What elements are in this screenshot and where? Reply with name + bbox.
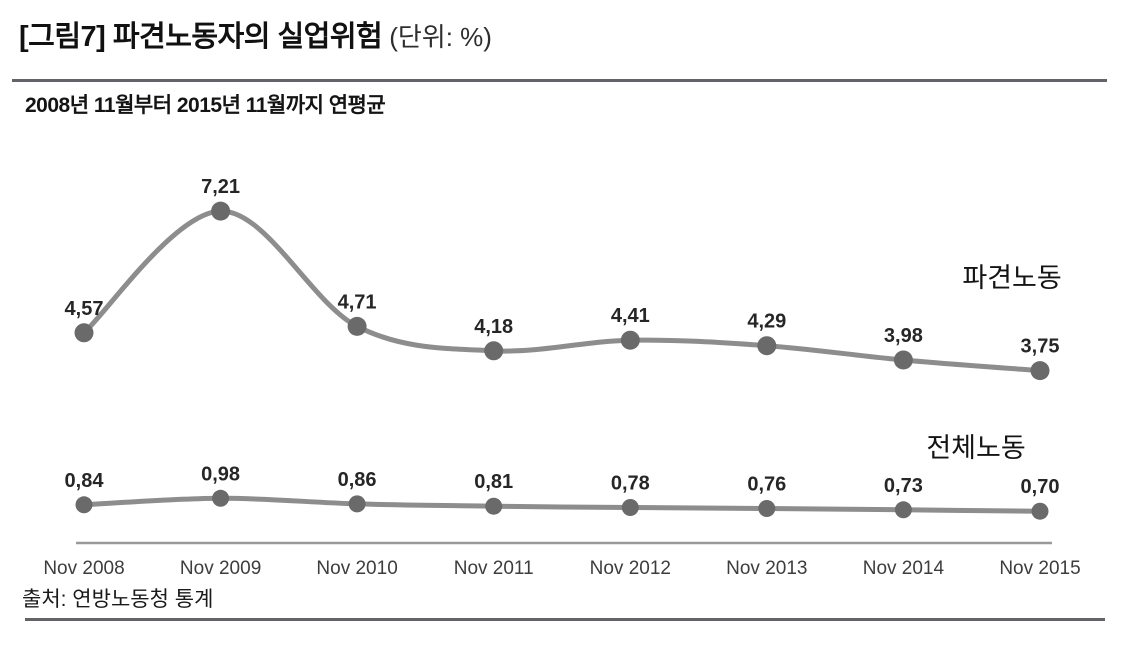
data-point [757,336,777,356]
value-label: 0,78 [611,473,650,495]
chart-subtitle: 2008년 11월부터 2015년 11월까지 연평균 [25,94,386,117]
data-point [1030,361,1050,381]
series-label: 전체노동 [926,433,1025,463]
figure-title: [그림7] 파견노동자의 실업위험 (단위: %) [19,13,492,55]
x-tick-label: Nov 2013 [726,558,807,579]
value-label: 3,75 [1021,336,1060,358]
series-line-1 [81,495,1043,514]
value-label: 4,18 [474,316,513,338]
figure-title-unit: (단위: %) [389,22,492,52]
value-label: 4,29 [747,311,786,333]
source-note: 출처: 연방노동청 통계 [22,588,214,611]
value-label: 0,70 [1021,476,1060,498]
footer-divider [25,618,1105,621]
data-point [212,489,230,507]
value-label: 3,98 [884,325,923,347]
value-label: 0,81 [474,471,513,493]
header-divider [12,79,1107,82]
data-point [1031,502,1049,520]
series-label: 파견노동 [962,263,1061,293]
data-point [347,316,367,336]
figure-title-text: [그림7] 파견노동자의 실업위험 [19,21,383,53]
data-point [484,341,504,361]
x-tick-label: Nov 2015 [999,558,1080,579]
x-tick-label: Nov 2009 [180,558,261,579]
value-label: 0,86 [338,469,377,491]
value-label: 4,71 [338,291,377,313]
value-label: 0,76 [747,474,786,496]
value-label: 0,98 [201,463,240,485]
data-point [211,201,231,221]
x-tick-label: Nov 2008 [43,558,124,579]
value-label: 0,73 [884,475,923,497]
data-point [620,330,640,350]
data-point [894,501,912,519]
data-point [348,495,366,513]
x-tick-label: Nov 2010 [316,558,397,579]
x-tick-label: Nov 2012 [590,558,671,579]
value-label: 7,21 [201,176,240,198]
data-point [485,497,503,515]
value-label: 4,57 [65,298,104,320]
data-point [75,496,93,514]
data-point [893,350,913,370]
value-label: 0,84 [65,470,105,492]
value-label: 4,41 [611,305,650,327]
x-tick-label: Nov 2014 [863,558,945,579]
data-point [74,323,94,343]
x-tick-label: Nov 2011 [454,558,534,579]
data-point [758,500,776,517]
data-point [621,499,639,516]
